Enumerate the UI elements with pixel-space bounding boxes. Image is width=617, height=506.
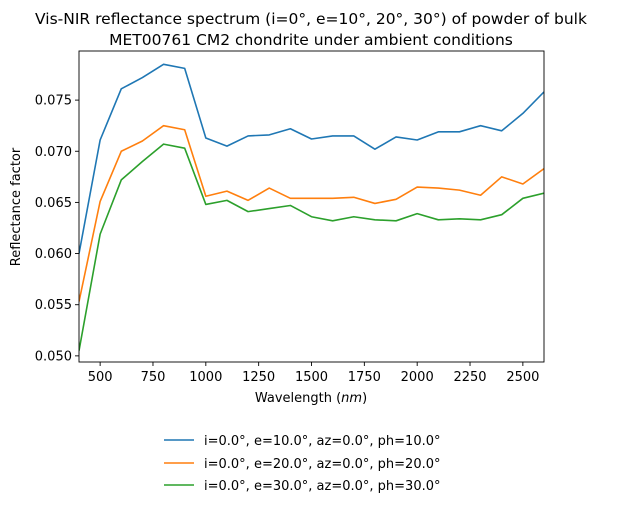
y-tick-label: 0.055 — [35, 298, 72, 313]
x-tick-label: 1250 — [242, 370, 275, 385]
y-tick-label: 0.060 — [35, 247, 72, 262]
x-tick-label: 2250 — [453, 370, 486, 385]
x-axis-label: Wavelength (nm) — [255, 391, 367, 406]
axis-ticks: 500 750 1000 1250 1500 1750 2000 2250 2500 0.050 0… — [35, 94, 540, 385]
legend-label-3: i=0.0°, e=30.0°, az=0.0°, ph=30.0° — [204, 479, 441, 494]
series-line-2 — [79, 124, 544, 302]
y-tick-label: 0.070 — [35, 145, 72, 160]
x-tick-label: 1000 — [189, 370, 222, 385]
legend: i=0.0°, e=10.0°, az=0.0°, ph=10.0° i=0.0°… — [164, 434, 441, 494]
x-tick-label: 1500 — [295, 370, 328, 385]
legend-label-2: i=0.0°, e=20.0°, az=0.0°, ph=20.0° — [204, 457, 441, 472]
series-lines — [79, 63, 544, 351]
plot-area-frame — [78, 50, 545, 363]
y-tick-label: 0.065 — [35, 196, 72, 211]
chart-title-line-2: MET00761 CM2 chondrite under ambient con… — [109, 31, 513, 49]
legend-label-1: i=0.0°, e=10.0°, az=0.0°, ph=10.0° — [204, 434, 441, 449]
y-tick-label: 0.075 — [35, 94, 72, 109]
x-tick-label: 2000 — [401, 370, 434, 385]
x-tick-label: 500 — [88, 370, 113, 385]
y-axis-label: Reflectance factor — [9, 147, 24, 266]
y-tick-label: 0.050 — [35, 349, 72, 364]
chart-title-line-1: Vis-NIR reflectance spectrum (i=0°, e=10… — [35, 10, 587, 28]
series-line-1 — [79, 63, 544, 254]
series-line-3 — [79, 143, 544, 351]
x-tick-label: 2500 — [506, 370, 539, 385]
x-tick-label: 750 — [141, 370, 166, 385]
x-tick-label: 1750 — [348, 370, 381, 385]
